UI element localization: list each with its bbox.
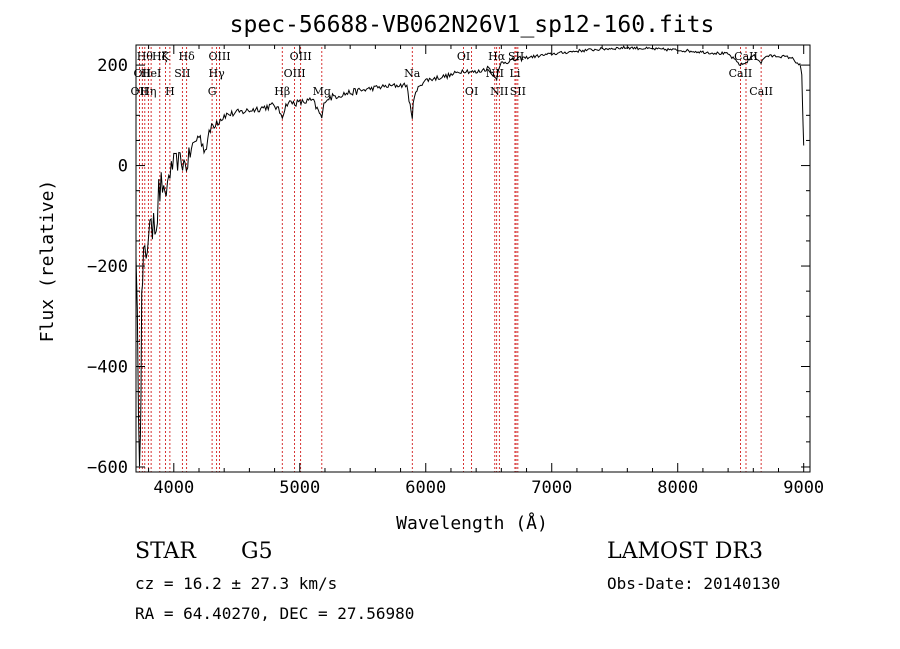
x-tick-label: 7000	[531, 478, 572, 498]
line-marker-label: NII	[486, 67, 504, 80]
line-marker-label: OIII	[290, 50, 312, 63]
y-axis-label: Flux (relative)	[37, 180, 58, 343]
line-marker-label: Hθ	[137, 50, 154, 63]
survey-label: LAMOST DR3	[607, 539, 763, 564]
object-class: STAR	[135, 539, 196, 564]
line-marker-label: OIII	[284, 67, 306, 80]
redshift-text: cz = 16.2 ± 27.3 km/s	[135, 574, 338, 593]
y-tick-label: −400	[87, 358, 128, 378]
line-marker-label: G	[208, 85, 217, 98]
axis-ticks: 4000 5000 6000 7000 8000 9000 −600 −400 −200 0 200	[87, 45, 824, 498]
line-marker-label: OI	[465, 85, 478, 98]
line-marker-label: SII	[510, 85, 526, 98]
x-tick-label: 9000	[783, 478, 824, 498]
x-tick-label: 5000	[279, 478, 320, 498]
line-marker-label: Hη	[140, 85, 156, 98]
y-tick-label: −600	[87, 458, 128, 478]
line-markers	[139, 47, 762, 472]
line-marker-label: SII	[174, 67, 190, 80]
plot-frame	[135, 44, 811, 473]
line-marker-label: Hζ	[152, 50, 168, 63]
line-marker-label: OII	[131, 85, 149, 98]
line-marker-label: Hα	[488, 50, 506, 63]
line-marker-label: H	[165, 85, 175, 98]
line-marker-label: Mg	[313, 85, 331, 98]
line-marker-label: NII	[490, 85, 508, 98]
line-marker-label: Hβ	[274, 85, 290, 98]
line-marker-label: HeI	[141, 67, 161, 80]
line-marker-labels: OII OII Hθ Hη HeI HζK H SII Hδ G Hγ OIII Hβ OIII OIII M…	[131, 50, 773, 98]
x-axis-label: Wavelength (Å)	[396, 512, 548, 534]
line-marker-label: SII	[508, 50, 524, 63]
x-tick-label: 6000	[405, 478, 446, 498]
y-tick-label: 0	[118, 157, 128, 177]
line-marker-label: Hδ	[179, 50, 196, 63]
obs-date-text: Obs-Date: 20140130	[607, 574, 781, 593]
object-subclass: G5	[241, 539, 273, 564]
line-marker-label: OI	[457, 50, 470, 63]
coordinates-text: RA = 64.40270, DEC = 27.56980	[135, 604, 415, 623]
line-marker-label: Na	[404, 67, 421, 80]
line-marker-label: Hγ	[209, 67, 226, 80]
line-marker-label: OII	[133, 67, 151, 80]
line-marker-label: CaII	[734, 50, 758, 63]
y-tick-label: −200	[87, 257, 128, 277]
x-tick-label: 8000	[657, 478, 698, 498]
spectrum-chart: spec-56688-VB062N26V1_sp12-160.fits OIIO…	[37, 12, 824, 534]
line-marker-label: OIII	[208, 50, 230, 63]
line-marker-label: CaII	[749, 85, 773, 98]
y-tick-label: 200	[97, 56, 128, 76]
flux-series-line	[135, 45, 805, 467]
line-marker-label: Li	[510, 67, 521, 80]
x-tick-label: 4000	[153, 478, 194, 498]
chart-title: spec-56688-VB062N26V1_sp12-160.fits	[230, 12, 715, 38]
line-marker-label: CaII	[729, 67, 753, 80]
line-marker-label: K	[161, 50, 170, 63]
